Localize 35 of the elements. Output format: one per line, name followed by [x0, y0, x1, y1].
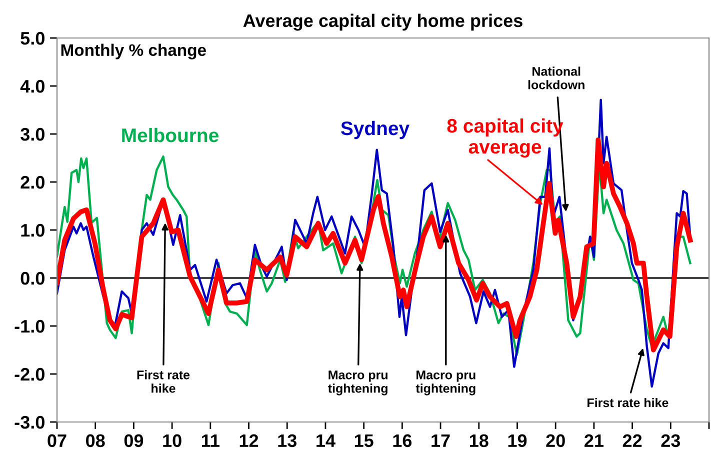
annotation: First rate hike	[137, 370, 190, 393]
x-tick-label: 08	[86, 434, 105, 448]
x-tick-label: 15	[354, 434, 374, 448]
series-label: Melbourne	[122, 128, 218, 142]
x-tick-label: 16	[393, 434, 412, 448]
y-tick-label: 0.0	[20, 272, 44, 285]
x-tick-label: 13	[278, 434, 297, 448]
y-tick-label: -1.0	[14, 320, 44, 333]
annotation: Macro pru tightening	[416, 370, 476, 396]
annotation: First rate hike	[588, 398, 668, 408]
chart-title: Average capital city home prices	[243, 14, 522, 31]
annotation: National lockdown	[528, 66, 584, 90]
x-tick-label: 14	[316, 434, 336, 447]
x-tick-label: 11	[202, 434, 220, 447]
annotation: Macro pru tightening	[328, 370, 388, 396]
y-tick-label: 3.0	[20, 128, 44, 141]
x-tick-label: 17	[432, 434, 450, 447]
x-tick-label: 21	[584, 434, 604, 447]
x-tick-label: 09	[124, 434, 144, 448]
x-tick-label: 12	[240, 434, 258, 447]
y-tick-label: 4.0	[20, 80, 44, 93]
y-tick-label: 5.0	[20, 32, 44, 45]
y-tick-label: 2.0	[20, 176, 44, 189]
x-tick-label: 18	[470, 434, 488, 448]
x-tick-label: 19	[508, 434, 527, 448]
series-label: Sydney	[340, 120, 410, 140]
y-tick-label: -3.0	[14, 416, 44, 429]
x-tick-label: 10	[163, 434, 182, 448]
y-tick-label: 1.0	[21, 224, 44, 237]
y-axis-title: Monthly % change	[61, 44, 206, 60]
y-tick-label: -2.0	[14, 368, 44, 381]
x-tick-label: 23	[661, 434, 680, 448]
x-tick-label: 22	[622, 434, 642, 447]
x-tick-label: 20	[546, 434, 565, 448]
x-tick-label: 07	[48, 434, 66, 448]
